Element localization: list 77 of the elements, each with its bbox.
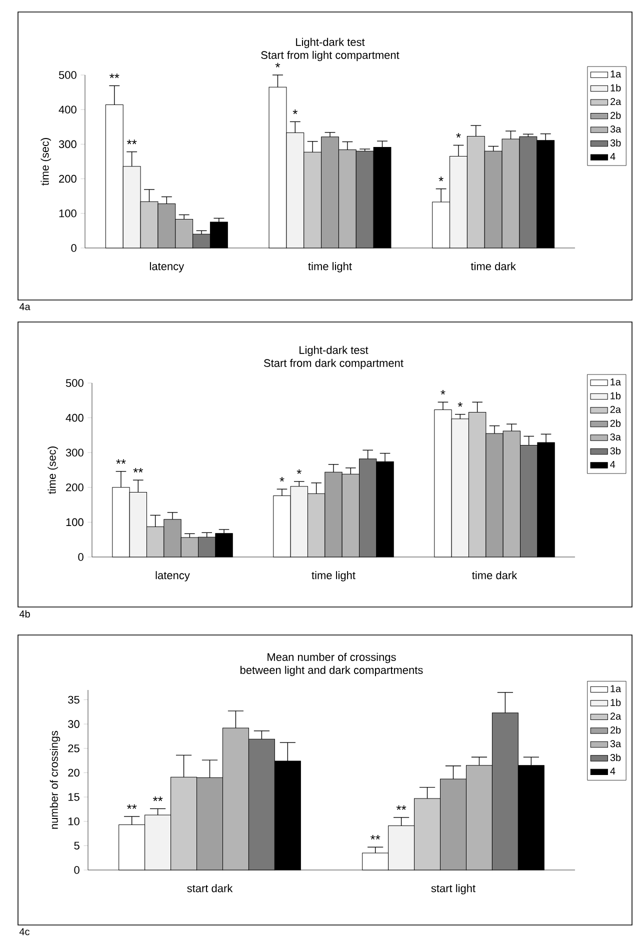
annotation: ** xyxy=(110,74,120,78)
annotation: * xyxy=(292,110,298,114)
x-tick-label: latency xyxy=(156,571,190,582)
y-tick-label: 0 xyxy=(78,553,84,561)
chart-subtitle: Start from light compartment xyxy=(261,50,400,62)
annotation: ** xyxy=(116,459,126,464)
y-tick-label: 0 xyxy=(71,244,76,252)
annotation: ** xyxy=(396,805,406,810)
chart-subtitle: between light and dark compartments xyxy=(240,666,423,676)
x-tick-label: start dark xyxy=(187,884,233,892)
legend-label: 1b xyxy=(610,84,621,92)
legend-label: 2b xyxy=(610,420,621,427)
annotation: * xyxy=(438,176,444,182)
text: 4c xyxy=(19,928,30,936)
y-axis-title: time (sec) xyxy=(40,138,51,186)
legend-label: 2a xyxy=(610,406,621,413)
y-tick-label: 100 xyxy=(66,518,84,526)
text: 4b xyxy=(19,610,30,618)
y-tick-label: 200 xyxy=(66,484,84,492)
annotation: * xyxy=(440,390,446,395)
y-tick-label: 30 xyxy=(68,720,80,728)
annotation: ** xyxy=(370,834,380,840)
y-tick-label: 20 xyxy=(68,768,80,777)
y-tick-label: 10 xyxy=(68,817,80,826)
legend-label: 2a xyxy=(610,712,622,720)
y-tick-label: 500 xyxy=(66,379,84,387)
legend-label: 2b xyxy=(610,726,621,734)
annotation: ** xyxy=(133,468,144,473)
legend-label: 4 xyxy=(610,768,616,775)
chart-title: Light-dark test xyxy=(300,346,368,356)
y-axis-title: time (sec) xyxy=(48,446,58,494)
y-tick-label: 5 xyxy=(74,842,80,850)
annotation: * xyxy=(280,476,284,482)
legend-label: 3b xyxy=(610,139,621,146)
text: 4a xyxy=(19,303,30,310)
y-tick-label: 100 xyxy=(59,210,76,218)
annotation: ** xyxy=(126,804,137,809)
y-tick-label: 0 xyxy=(74,866,80,874)
x-tick-label: time light xyxy=(312,571,356,582)
text: * xyxy=(275,62,280,68)
y-tick-label: 500 xyxy=(58,71,76,79)
legend-label: 3a xyxy=(610,126,622,133)
legend-label: 4 xyxy=(610,460,616,468)
chart-subtitle: Start from dark compartment xyxy=(264,358,404,370)
y-tick-label: 300 xyxy=(66,448,84,456)
chart-title: Light-dark test xyxy=(296,38,365,48)
y-tick-label: 35 xyxy=(68,696,80,704)
x-tick-label: time dark xyxy=(470,262,516,270)
y-tick-label: 200 xyxy=(59,174,76,183)
legend-label: 3a xyxy=(610,433,621,441)
y-tick-label: 300 xyxy=(58,140,76,148)
legend-label: 2a xyxy=(610,98,622,106)
chart-title: Mean number of crossings xyxy=(268,652,396,664)
x-tick-label: latency xyxy=(150,262,184,272)
legend-label: 1a xyxy=(610,378,621,386)
y-axis-title: number of crossings xyxy=(50,730,60,829)
legend-label: 2b xyxy=(610,112,621,119)
annotation: ** xyxy=(152,796,163,802)
y-tick-label: 25 xyxy=(68,744,80,752)
annotation: * xyxy=(296,469,302,474)
annotation: * xyxy=(456,133,461,138)
legend-label: 3a xyxy=(610,740,622,748)
annotation: * xyxy=(458,402,462,407)
annotation: ** xyxy=(126,140,137,144)
legend-label: 1b xyxy=(610,698,621,706)
x-tick-label: time light xyxy=(308,262,352,272)
legend-label: 1a xyxy=(610,685,622,692)
legend-label: 1b xyxy=(610,392,621,400)
legend-label: 4 xyxy=(610,153,616,160)
legend-label: 1a xyxy=(610,70,622,78)
y-tick-label: 15 xyxy=(68,793,80,801)
y-tick-label: 400 xyxy=(66,414,84,422)
y-tick-label: 400 xyxy=(58,106,76,114)
legend-label: 3b xyxy=(610,447,621,454)
legend-label: 3b xyxy=(610,754,621,762)
x-tick-label: start light xyxy=(431,884,476,894)
x-tick-label: time dark xyxy=(472,571,518,580)
